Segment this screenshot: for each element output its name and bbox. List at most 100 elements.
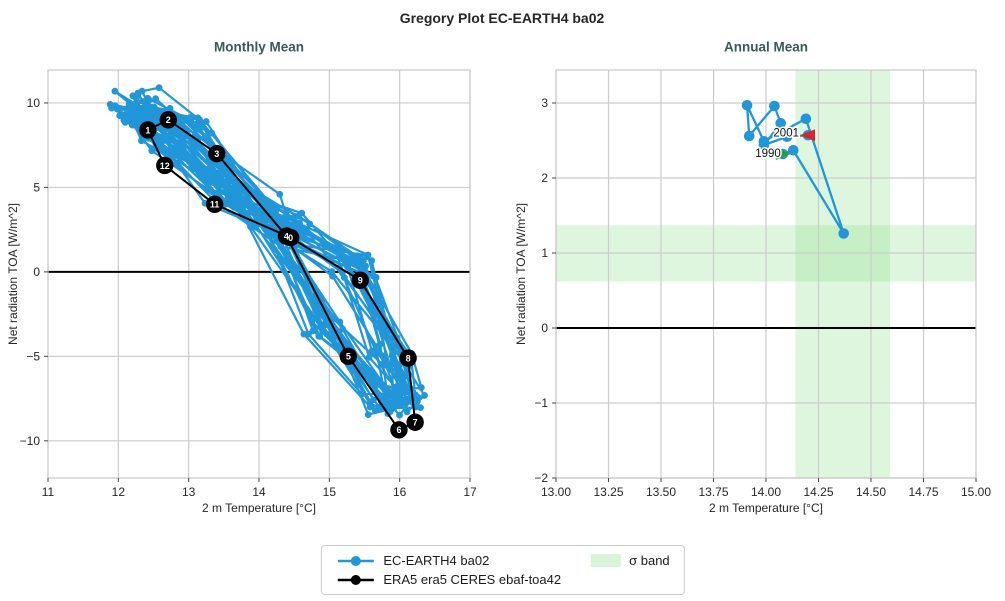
monthly-mean-marker <box>134 89 142 97</box>
y-tick-label: 2 <box>541 171 548 185</box>
monthly-mean-marker <box>267 207 275 215</box>
y-tick-label: 5 <box>33 180 40 194</box>
monthly-mean-marker <box>230 177 238 185</box>
y-tick-label: −5 <box>26 349 40 363</box>
month-badge-label: 0 <box>288 233 293 243</box>
monthly-mean-marker <box>391 391 399 399</box>
monthly-x-axis-label: 2 m Temperature [°C] <box>202 501 316 515</box>
month-badge-label: 3 <box>214 149 219 159</box>
month-badge <box>351 271 369 290</box>
x-tick-label: 14.75 <box>908 485 938 499</box>
year-annotation-label: 2001 <box>773 127 799 139</box>
year-annotation-label: 1990 <box>755 148 781 160</box>
monthly-mean-marker <box>306 220 314 228</box>
monthly-mean-marker <box>382 395 390 403</box>
monthly-mean-marker <box>360 257 367 265</box>
monthly-mean-marker <box>403 408 411 416</box>
monthly-mean-marker <box>248 201 256 208</box>
monthly-mean-marker <box>145 96 153 104</box>
monthly-mean-marker <box>128 121 136 129</box>
monthly-mean-marker <box>383 361 391 369</box>
monthly-mean-marker <box>315 332 323 340</box>
x-tick-label: 12 <box>112 485 126 499</box>
month-badge <box>205 195 224 214</box>
monthly-mean-marker <box>117 110 125 118</box>
monthly-mean-marker <box>255 214 263 222</box>
annual-mean-marker <box>758 139 770 151</box>
monthly-mean-marker <box>201 133 209 140</box>
x-tick-label: 15.00 <box>961 485 991 499</box>
figure-title: Gregory Plot EC-EARTH4 ba02 <box>399 10 605 26</box>
x-tick-label: 14.25 <box>803 485 833 499</box>
month-badge <box>399 349 417 367</box>
monthly-mean-marker <box>365 353 373 361</box>
legend-label-sigma-band: σ band <box>629 553 670 568</box>
legend-item-era5: ERA5 era5 CERES ebaf-toa42 <box>335 572 561 587</box>
annual-mean-marker <box>781 131 793 143</box>
monthly-mean-marker <box>247 223 255 231</box>
annual-mean-marker <box>800 113 812 125</box>
end-year-triangle-icon <box>800 129 815 142</box>
monthly-mean-marker <box>212 179 220 187</box>
start-year-triangle-icon <box>775 148 791 160</box>
month-badge-label: 6 <box>396 425 401 435</box>
x-tick-label: 14 <box>252 485 266 499</box>
monthly-mean-marker <box>396 411 403 419</box>
monthly-mean-marker <box>378 352 386 360</box>
monthly-mean-marker <box>278 214 286 222</box>
sigma-band-patch-glyph <box>591 554 622 567</box>
monthly-mean-marker <box>366 403 374 411</box>
monthly-mean-marker <box>157 125 165 132</box>
monthly-mean-marker <box>201 166 208 174</box>
monthly-mean-marker <box>206 179 213 187</box>
month-badge <box>281 228 300 247</box>
monthly-mean-marker <box>352 257 360 265</box>
monthly-mean-marker <box>152 95 160 103</box>
monthly-mean-marker <box>194 114 202 122</box>
annual-mean-marker <box>838 228 849 239</box>
x-tick-label: 13 <box>182 485 196 499</box>
month-badge-label: 2 <box>166 115 171 125</box>
y-tick-label: 0 <box>541 321 548 335</box>
annual-mean-marker <box>741 99 753 111</box>
monthly-mean-marker <box>111 87 119 95</box>
monthly-mean-marker <box>208 129 216 137</box>
monthly-subplot-title: Monthly Mean <box>214 39 304 55</box>
monthly-mean-marker <box>373 350 381 357</box>
monthly-mean-marker <box>180 116 187 124</box>
monthly-mean-marker <box>329 272 337 280</box>
monthly-mean-marker <box>342 260 350 267</box>
x-tick-label: 14.50 <box>856 485 886 499</box>
annual-mean-marker <box>775 117 786 129</box>
month-badge <box>208 144 226 163</box>
monthly-mean-marker <box>135 118 143 126</box>
month-badge-label: 12 <box>160 161 170 171</box>
monthly-mean-marker <box>173 145 181 153</box>
x-tick-label: 13.75 <box>698 485 728 499</box>
legend-item-sigma-band: σ band <box>591 553 670 568</box>
monthly-mean-marker <box>417 384 425 391</box>
month-badge-label: 7 <box>413 418 418 428</box>
monthly-mean-marker <box>339 325 346 333</box>
annual-mean-marker <box>743 130 755 142</box>
monthly-mean-marker <box>412 391 419 399</box>
monthly-mean-marker <box>218 177 226 185</box>
annual-plot-area: 13.00 13.25 13.50 13.75 14.00 14.25 14.50 14.75… <box>534 69 991 499</box>
monthly-mean-marker <box>160 133 168 141</box>
y-tick-label: −1 <box>534 396 548 410</box>
annual-subplot-title: Annual Mean <box>723 39 809 55</box>
monthly-mean-marker <box>402 386 410 394</box>
annual-x-axis-label: 2 m Temperature [°C] <box>709 501 823 515</box>
month-badge <box>390 421 408 439</box>
monthly-mean-marker <box>370 380 378 388</box>
month-badge <box>406 413 424 431</box>
monthly-mean-marker <box>146 106 153 114</box>
monthly-mean-marker <box>277 243 285 250</box>
monthly-mean-marker <box>130 107 138 115</box>
monthly-mean-marker <box>223 181 231 188</box>
monthly-mean-marker <box>187 114 194 121</box>
monthly-mean-marker <box>372 407 379 415</box>
monthly-mean-marker <box>108 104 116 112</box>
